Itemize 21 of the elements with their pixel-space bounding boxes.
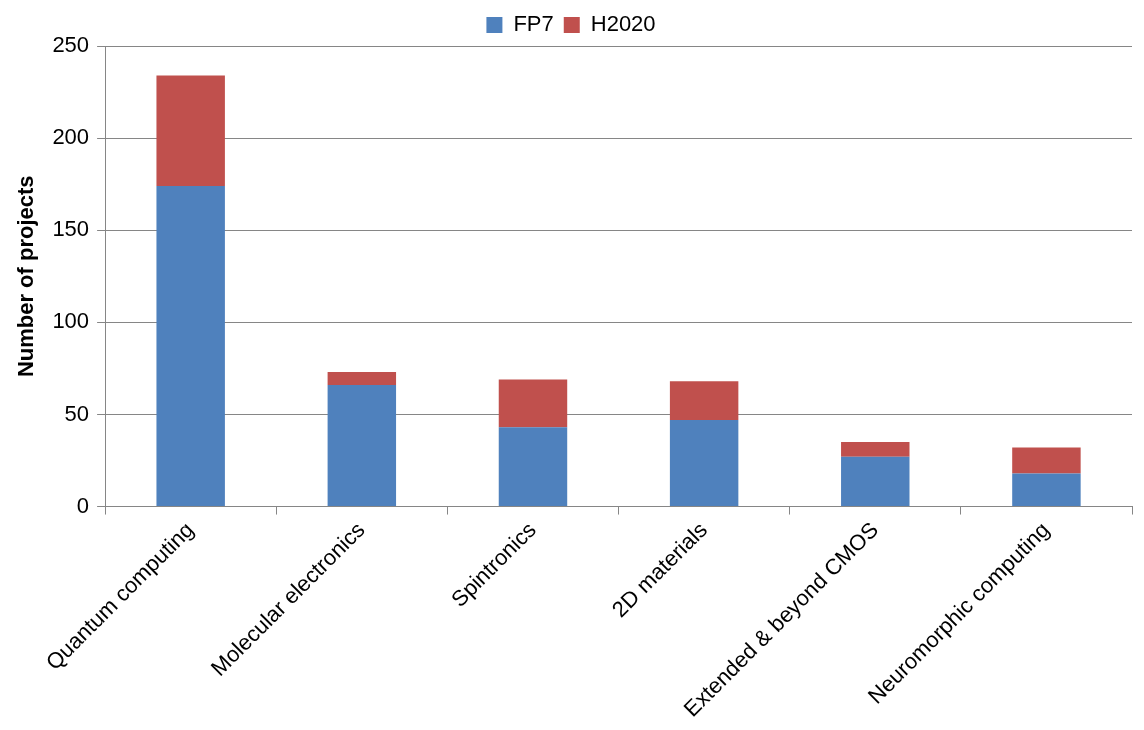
y-tick-label: 100 [52,308,90,334]
bar [327,372,397,385]
y-axis-title: Number of projects [13,175,39,378]
bar [498,379,568,428]
bar [1012,473,1081,507]
y-tick-label: 250 [52,32,90,58]
y-tick-label: 0 [76,492,90,518]
bar [156,186,225,507]
legend-label: H2020 [590,11,656,37]
bar [1012,447,1081,474]
bar [327,384,397,507]
y-tick-label: 150 [52,216,90,242]
bar [841,442,910,457]
bar [841,456,910,507]
bar [669,419,739,507]
legend-label: FP7 [513,11,554,37]
bar [498,427,568,507]
y-tick-label: 50 [64,400,90,426]
y-tick-label: 200 [52,124,90,150]
bar [669,381,739,420]
bar [156,75,225,187]
